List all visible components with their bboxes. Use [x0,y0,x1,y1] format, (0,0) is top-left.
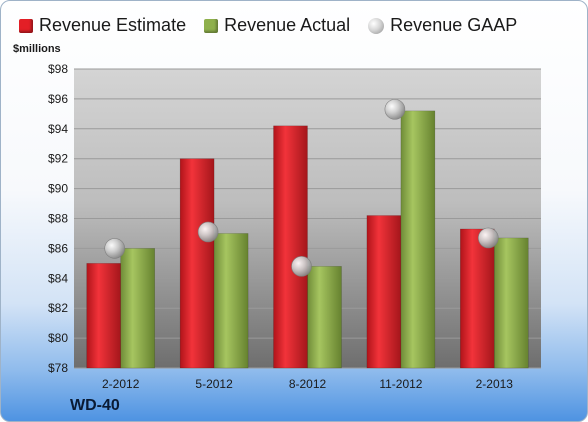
y-axis-unit-label: $millions [13,43,61,55]
x-tick-label: 2-2013 [476,377,514,391]
bar-revenue-actual [400,110,436,369]
bar-revenue-estimate [460,228,495,369]
legend-item-estimate: Revenue Estimate [19,15,186,36]
y-tick-label: $86 [48,241,68,255]
marker-revenue-gaap [477,227,499,249]
y-tick-label: $82 [48,301,68,315]
y-tick-label: $84 [48,271,68,285]
y-tick-label: $78 [48,361,68,375]
x-tick-label: 11-2012 [379,377,422,391]
marker-revenue-gaap [291,256,312,277]
legend-item-gaap: Revenue GAAP [368,15,517,36]
legend: Revenue Estimate Revenue Actual Revenue … [19,15,517,36]
bar-revenue-estimate [366,215,402,369]
company-name: WD-40 [70,397,120,414]
bar-revenue-actual [494,237,529,369]
y-tick-label: $94 [48,122,68,136]
marker-revenue-gaap [104,238,125,259]
y-tick-label: $92 [48,152,68,166]
legend-swatch-actual [204,18,219,33]
bar-revenue-actual [213,233,249,369]
y-tick-label: $98 [48,62,68,76]
bar-revenue-actual [307,266,342,369]
marker-revenue-gaap [197,221,219,243]
x-tick-label: 5-2012 [195,377,233,391]
bar-revenue-actual [120,248,155,369]
x-tick-label: 2-2012 [102,377,140,391]
y-tick-label: $90 [48,182,68,196]
legend-label-estimate: Revenue Estimate [39,15,187,35]
y-tick-label: $88 [48,212,68,226]
legend-label-actual: Revenue Actual [224,15,351,35]
y-tick-label: $96 [48,92,68,106]
marker-revenue-gaap [384,99,406,120]
bar-revenue-estimate [273,125,308,369]
legend-swatch-gaap [368,17,385,34]
y-tick-label: $80 [48,331,68,345]
legend-item-actual: Revenue Actual [204,15,350,36]
bar-revenue-estimate [86,263,121,369]
legend-swatch-estimate [19,18,33,33]
bar-revenue-estimate [179,158,215,369]
legend-label-gaap: Revenue GAAP [390,15,518,35]
x-tick-label: 8-2012 [289,377,327,391]
